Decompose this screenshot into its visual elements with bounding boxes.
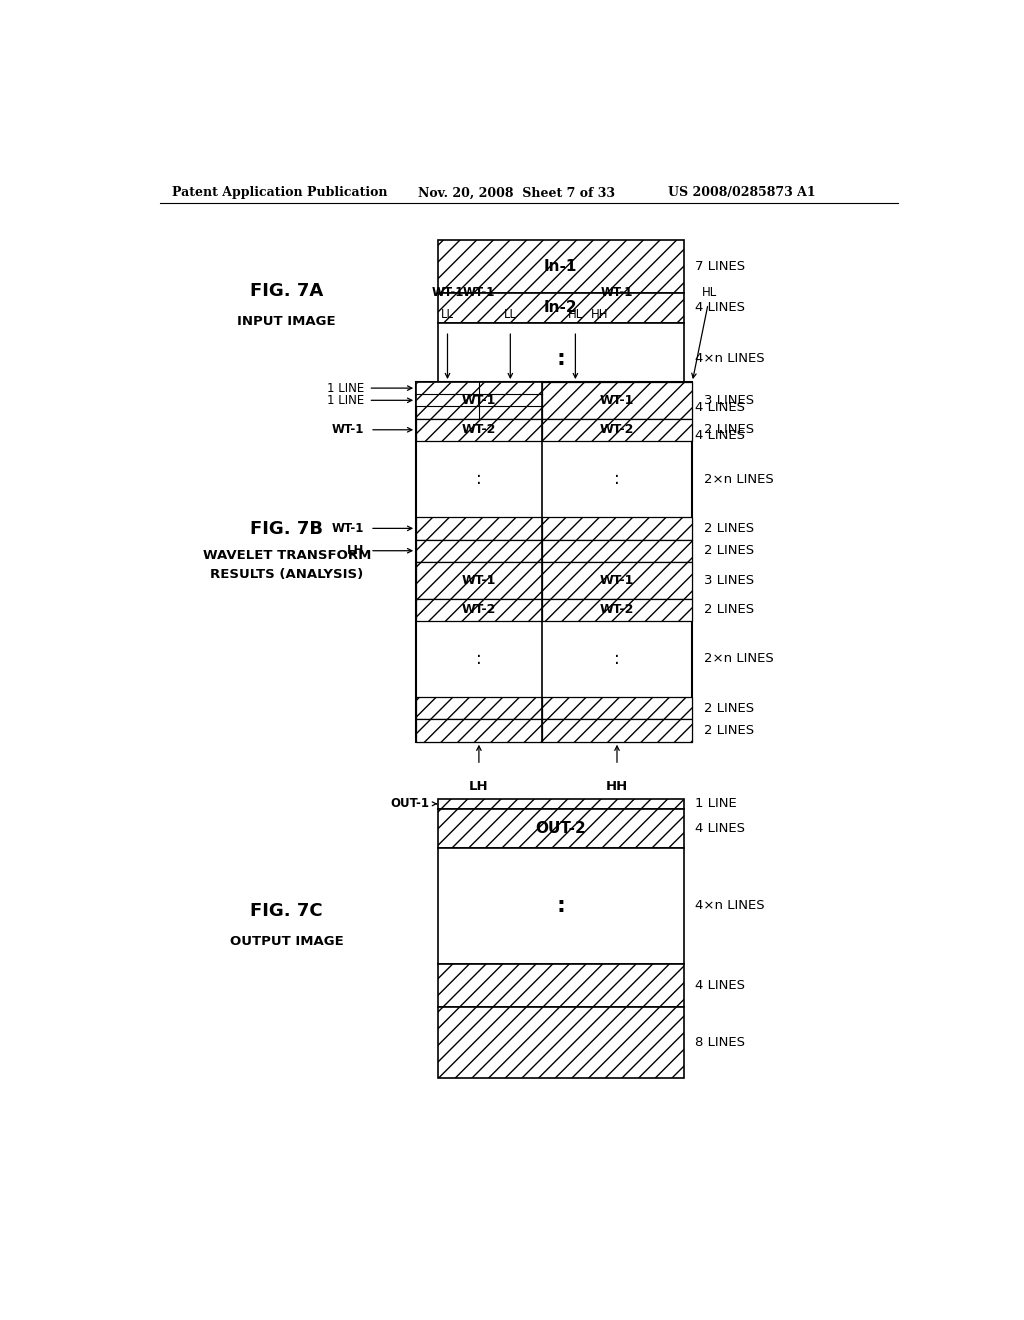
Bar bbox=[437, 799, 684, 809]
Bar bbox=[416, 381, 692, 742]
Text: :: : bbox=[614, 649, 620, 668]
Text: 2 LINES: 2 LINES bbox=[705, 603, 755, 616]
Bar bbox=[416, 719, 542, 742]
Text: WT-1: WT-1 bbox=[332, 424, 365, 437]
Text: Nov. 20, 2008  Sheet 7 of 33: Nov. 20, 2008 Sheet 7 of 33 bbox=[418, 186, 614, 199]
Text: LH: LH bbox=[347, 544, 365, 557]
Bar bbox=[542, 418, 692, 441]
Text: 4×n LINES: 4×n LINES bbox=[695, 899, 765, 912]
Text: 1 LINE: 1 LINE bbox=[695, 797, 737, 810]
Text: 4 LINES: 4 LINES bbox=[695, 822, 745, 834]
Bar bbox=[437, 847, 684, 965]
Text: WT-1: WT-1 bbox=[463, 285, 495, 298]
Text: 3 LINES: 3 LINES bbox=[705, 574, 755, 586]
Text: 2×n LINES: 2×n LINES bbox=[705, 652, 774, 665]
Text: WAVELET TRANSFORM
RESULTS (ANALYSIS): WAVELET TRANSFORM RESULTS (ANALYSIS) bbox=[203, 549, 371, 581]
Bar bbox=[542, 562, 692, 598]
Text: 7 LINES: 7 LINES bbox=[695, 260, 745, 273]
Text: HL: HL bbox=[567, 308, 583, 321]
Bar bbox=[416, 540, 542, 562]
Text: WT-1: WT-1 bbox=[600, 574, 634, 586]
Bar bbox=[542, 381, 692, 418]
Bar bbox=[437, 240, 684, 293]
Text: Patent Application Publication: Patent Application Publication bbox=[172, 186, 387, 199]
Text: OUT-2: OUT-2 bbox=[536, 821, 586, 836]
Bar bbox=[416, 697, 542, 719]
Text: FIG. 7C: FIG. 7C bbox=[251, 902, 323, 920]
Text: HH: HH bbox=[606, 780, 628, 793]
Bar bbox=[542, 598, 692, 620]
Bar bbox=[542, 697, 692, 719]
Text: 4 LINES: 4 LINES bbox=[695, 429, 745, 442]
Text: WT-2: WT-2 bbox=[462, 603, 496, 616]
Bar bbox=[416, 381, 542, 418]
Text: WT-1: WT-1 bbox=[462, 393, 496, 407]
Bar bbox=[416, 517, 542, 540]
Text: WT-1: WT-1 bbox=[332, 521, 365, 535]
Bar bbox=[437, 293, 684, 323]
Text: HH: HH bbox=[591, 308, 608, 321]
Text: 8 LINES: 8 LINES bbox=[695, 1036, 745, 1049]
Text: LL: LL bbox=[441, 308, 454, 321]
Text: :: : bbox=[614, 470, 620, 488]
Text: 2 LINES: 2 LINES bbox=[705, 702, 755, 714]
Text: 1 LINE: 1 LINE bbox=[328, 381, 365, 395]
Text: FIG. 7A: FIG. 7A bbox=[250, 281, 324, 300]
Text: :: : bbox=[556, 348, 565, 368]
Bar bbox=[416, 418, 542, 441]
Bar bbox=[479, 395, 542, 407]
Bar bbox=[437, 421, 684, 449]
Bar bbox=[437, 809, 684, 847]
Bar bbox=[437, 323, 684, 395]
Bar bbox=[479, 381, 542, 395]
Text: 4 LINES: 4 LINES bbox=[695, 301, 745, 314]
Text: :: : bbox=[476, 470, 481, 488]
Text: 1 LINE: 1 LINE bbox=[328, 393, 365, 407]
Text: 2 LINES: 2 LINES bbox=[705, 544, 755, 557]
Text: 4 LINES: 4 LINES bbox=[695, 401, 745, 414]
Bar bbox=[437, 965, 684, 1007]
Text: :: : bbox=[556, 896, 565, 916]
Text: WT-2: WT-2 bbox=[462, 424, 496, 437]
Text: In-2: In-2 bbox=[544, 301, 578, 315]
Bar bbox=[416, 395, 479, 407]
Bar bbox=[437, 395, 684, 421]
Text: WT-2: WT-2 bbox=[600, 603, 634, 616]
Bar bbox=[416, 381, 479, 395]
Text: 4 LINES: 4 LINES bbox=[695, 979, 745, 993]
Text: HL: HL bbox=[701, 285, 717, 298]
Text: 2 LINES: 2 LINES bbox=[705, 521, 755, 535]
Text: WT-1: WT-1 bbox=[431, 285, 464, 298]
Text: 3 LINES: 3 LINES bbox=[705, 393, 755, 407]
Bar bbox=[542, 719, 692, 742]
Text: 4×n LINES: 4×n LINES bbox=[695, 352, 765, 366]
Bar bbox=[437, 1007, 684, 1078]
Text: WT-1: WT-1 bbox=[601, 285, 633, 298]
Text: :: : bbox=[476, 649, 481, 668]
Text: WT-1: WT-1 bbox=[462, 574, 496, 586]
Text: LH: LH bbox=[469, 780, 488, 793]
Text: 2 LINES: 2 LINES bbox=[705, 424, 755, 437]
Text: OUT-1: OUT-1 bbox=[390, 797, 430, 810]
Text: WT-2: WT-2 bbox=[600, 424, 634, 437]
Bar bbox=[416, 562, 542, 598]
Bar bbox=[416, 598, 542, 620]
Text: US 2008/0285873 A1: US 2008/0285873 A1 bbox=[668, 186, 815, 199]
Bar bbox=[542, 540, 692, 562]
Text: OUTPUT IMAGE: OUTPUT IMAGE bbox=[229, 935, 344, 948]
Text: INPUT IMAGE: INPUT IMAGE bbox=[238, 314, 336, 327]
Bar bbox=[542, 517, 692, 540]
Text: LL: LL bbox=[504, 308, 517, 321]
Text: 2 LINES: 2 LINES bbox=[705, 725, 755, 737]
Text: WT-1: WT-1 bbox=[600, 393, 634, 407]
Text: In-1: In-1 bbox=[544, 259, 578, 273]
Text: 2×n LINES: 2×n LINES bbox=[705, 473, 774, 486]
Text: FIG. 7B: FIG. 7B bbox=[250, 520, 324, 539]
